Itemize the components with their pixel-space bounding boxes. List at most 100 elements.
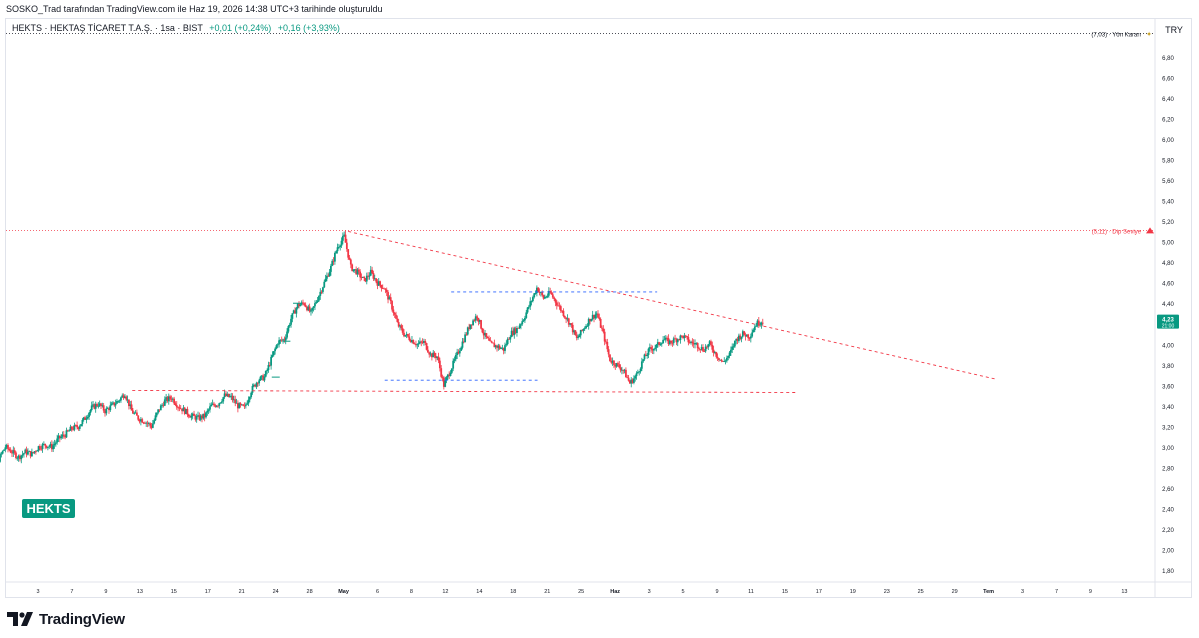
candle-body	[497, 345, 500, 348]
candle-body	[235, 402, 238, 404]
candle-body	[312, 306, 315, 308]
tradingview-footer[interactable]: TradingView	[7, 609, 125, 629]
symbol-title[interactable]: HEKTS · HEKTAŞ TİCARET T.A.Ş. · 1sa · BI…	[12, 23, 203, 33]
candle-body	[373, 278, 376, 280]
candle-body	[310, 310, 312, 312]
candle-body	[251, 385, 254, 393]
candle-body	[137, 415, 140, 420]
candle-body	[715, 352, 718, 357]
candle-body	[462, 341, 465, 343]
candle-body	[139, 419, 142, 422]
x-tick-label: 6	[376, 589, 379, 595]
candle-body	[274, 348, 276, 352]
candle-body	[757, 320, 760, 326]
candle-body	[356, 269, 359, 275]
candle-body	[202, 413, 205, 419]
candle-body	[656, 342, 659, 345]
currency-label[interactable]: TRY	[1165, 25, 1183, 35]
candle-body	[104, 410, 106, 414]
candle-body	[86, 416, 89, 419]
candle-body	[339, 245, 342, 247]
candle-body	[736, 338, 739, 341]
candle-body	[165, 397, 168, 400]
candle-body	[638, 371, 641, 373]
candle-body	[452, 360, 455, 369]
candle-body	[442, 377, 445, 387]
y-tick-label: 6,80	[1162, 56, 1174, 62]
candle-body	[27, 451, 29, 455]
candle-body	[130, 404, 133, 411]
candle-body	[700, 347, 703, 350]
candle-body	[153, 420, 156, 424]
candle-body	[244, 404, 247, 406]
x-tick-label: 11	[748, 589, 754, 595]
candle-body	[470, 324, 473, 326]
candle-body	[755, 325, 758, 327]
candle-body	[703, 351, 706, 353]
candle-body	[217, 405, 219, 407]
candle-body	[440, 368, 443, 377]
candle-body	[363, 276, 366, 278]
candle-body	[279, 339, 282, 341]
tradingview-brand: TradingView	[39, 610, 125, 628]
candle-body	[214, 405, 217, 407]
candle-body	[223, 393, 226, 398]
candle-body	[145, 422, 148, 424]
candle-body	[353, 269, 356, 270]
candle-body	[351, 264, 354, 271]
candle-body	[177, 407, 179, 409]
candle-body	[89, 409, 92, 413]
candle-body	[66, 430, 69, 432]
candle-body	[259, 376, 262, 381]
candle-body	[74, 425, 77, 426]
candle-body	[337, 246, 340, 248]
candle-body	[361, 276, 364, 278]
candle-body	[496, 345, 498, 348]
candle-body	[570, 323, 573, 325]
candle-body	[393, 312, 396, 315]
candle-body	[615, 363, 618, 367]
y-tick-label: 2,60	[1162, 487, 1174, 493]
candle-body	[432, 352, 435, 358]
x-tick-label: 25	[578, 589, 584, 595]
candle-body	[642, 359, 645, 362]
candle-body	[20, 455, 23, 460]
candle-body	[419, 341, 421, 344]
candle-body	[525, 312, 528, 318]
candle-body	[486, 336, 489, 339]
candle-body	[504, 345, 506, 351]
x-tick-label: 13	[1121, 589, 1127, 595]
candle-body	[181, 408, 183, 412]
candle-body	[191, 413, 194, 416]
y-tick-label: 2,00	[1162, 548, 1174, 554]
x-tick-label: 8	[410, 589, 413, 595]
candle-body	[485, 333, 488, 337]
symbol-legend[interactable]: HEKTS · HEKTAŞ TİCARET T.A.Ş. · 1sa · BI…	[12, 23, 340, 33]
candle-body	[248, 396, 251, 400]
candle-body	[696, 343, 699, 349]
candle-body	[128, 399, 130, 407]
candle-body	[454, 354, 457, 360]
candle-body	[610, 361, 613, 363]
candle-body	[134, 412, 137, 414]
candle-body	[619, 367, 622, 371]
candle-body	[737, 335, 740, 341]
candle-body	[234, 399, 237, 404]
candle-body	[416, 344, 419, 346]
candle-body	[702, 347, 704, 352]
candle-body	[535, 287, 538, 294]
candle-body	[135, 412, 138, 416]
candle-body	[508, 338, 510, 340]
candle-body	[364, 277, 367, 282]
candle-body	[760, 322, 763, 325]
candle-body	[710, 341, 712, 345]
candle-body	[49, 443, 52, 447]
candle-body	[481, 328, 484, 333]
candle-body	[607, 349, 610, 355]
candle-body	[493, 343, 496, 348]
candle-body	[126, 399, 129, 401]
candle-body	[430, 353, 433, 358]
candle-body	[331, 260, 334, 266]
candle-body	[494, 345, 497, 348]
